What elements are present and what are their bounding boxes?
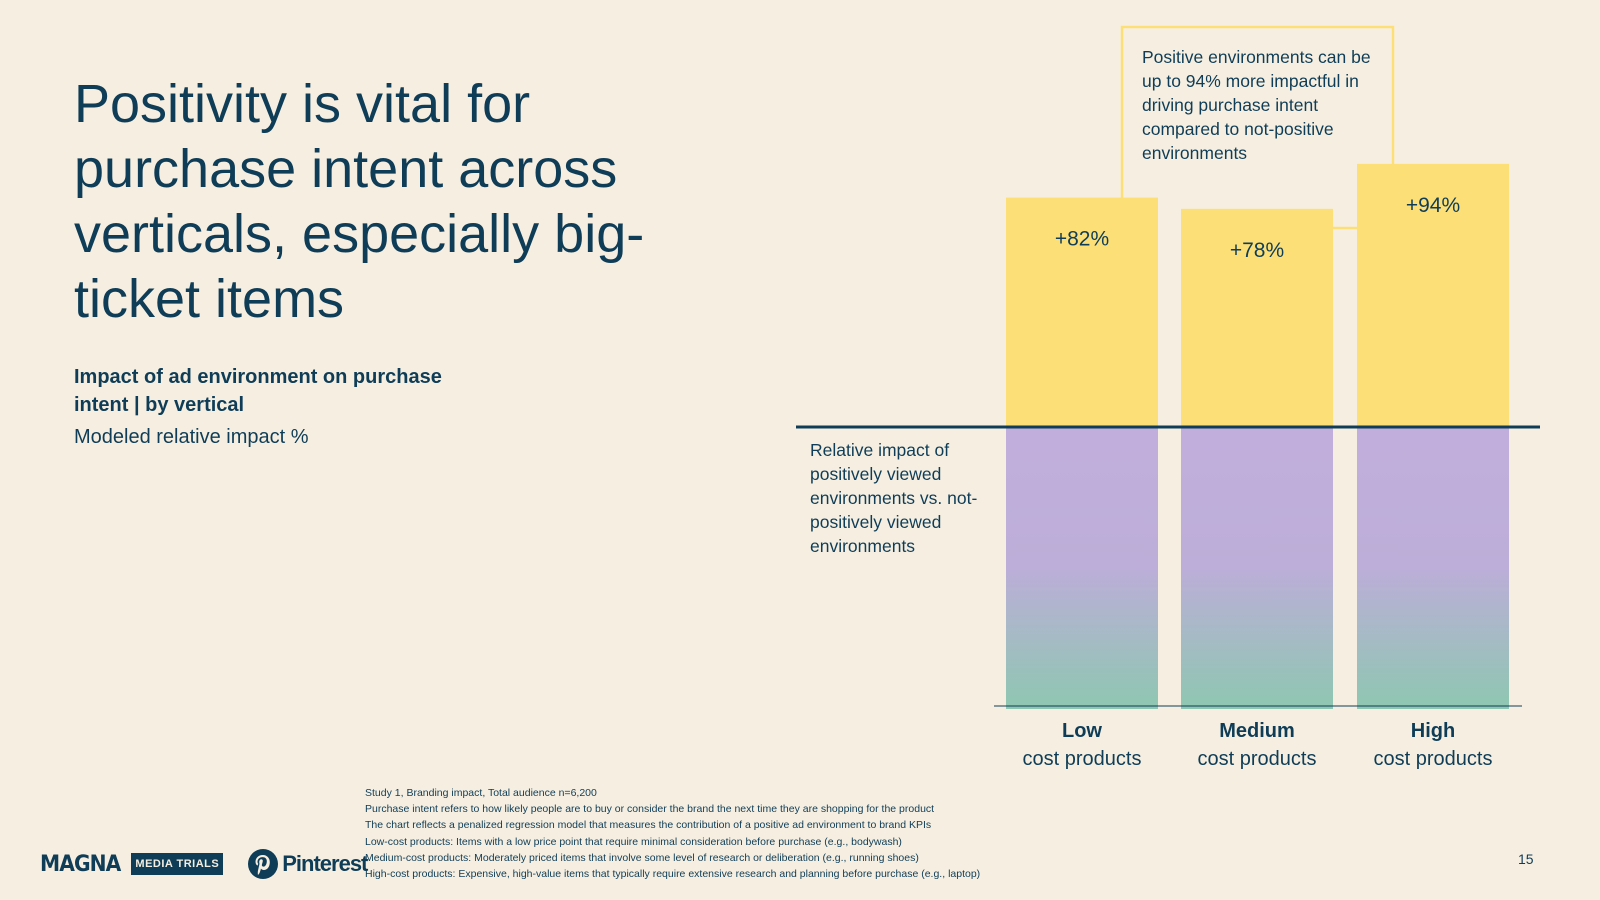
logo-row: MAGNA MEDIA TRIALS Pinterest [40, 846, 368, 882]
footnote: Low-cost products: Items with a low pric… [365, 835, 902, 848]
pinterest-logo: Pinterest [247, 848, 368, 880]
footnote: Medium-cost products: Moderately priced … [365, 851, 919, 864]
bar-value-label: +78% [1230, 239, 1284, 262]
bar-baseline-segment [1357, 428, 1509, 709]
chart-measure-label: Modeled relative impact % [74, 426, 309, 448]
bar-baseline-segment [1181, 428, 1333, 709]
pinterest-wordmark: Pinterest [282, 851, 368, 876]
callout-text: Positive environments can be up to 94% m… [1142, 47, 1371, 163]
bar-uplift-segment [1357, 163, 1509, 429]
bar-baseline-segment [1006, 428, 1158, 709]
category-sublabel: cost products [1374, 748, 1493, 770]
footnote: Study 1, Branding impact, Total audience… [365, 787, 597, 799]
footnote: High-cost products: Expensive, high-valu… [365, 868, 981, 881]
category-label: Low [1062, 720, 1102, 742]
slide-title: Positivity is vital for purchase intent … [74, 74, 645, 329]
category-label: High [1411, 720, 1455, 742]
magna-logo: MAGNA [40, 851, 121, 877]
pinterest-icon [248, 849, 279, 879]
chart-subtitle: Impact of ad environment on purchase int… [74, 366, 442, 416]
footnote: The chart reflects a penalized regressio… [365, 819, 932, 832]
category-sublabel: cost products [1023, 748, 1142, 770]
page-number: 15 [1518, 851, 1534, 867]
bar-value-label: +94% [1406, 194, 1460, 217]
bar-uplift-segment [1006, 197, 1158, 428]
media-trials-logo: MEDIA TRIALS [131, 853, 224, 875]
footnote: Purchase intent refers to how likely peo… [365, 803, 935, 816]
footnotes: Study 1, Branding impact, Total audience… [365, 785, 980, 882]
category-label: Medium [1219, 720, 1295, 742]
category-sublabel: cost products [1198, 748, 1317, 770]
axis-annotation: Relative impact of positively viewed env… [810, 440, 978, 556]
bar-uplift-segment [1181, 208, 1333, 428]
bar-value-label: +82% [1055, 228, 1109, 251]
